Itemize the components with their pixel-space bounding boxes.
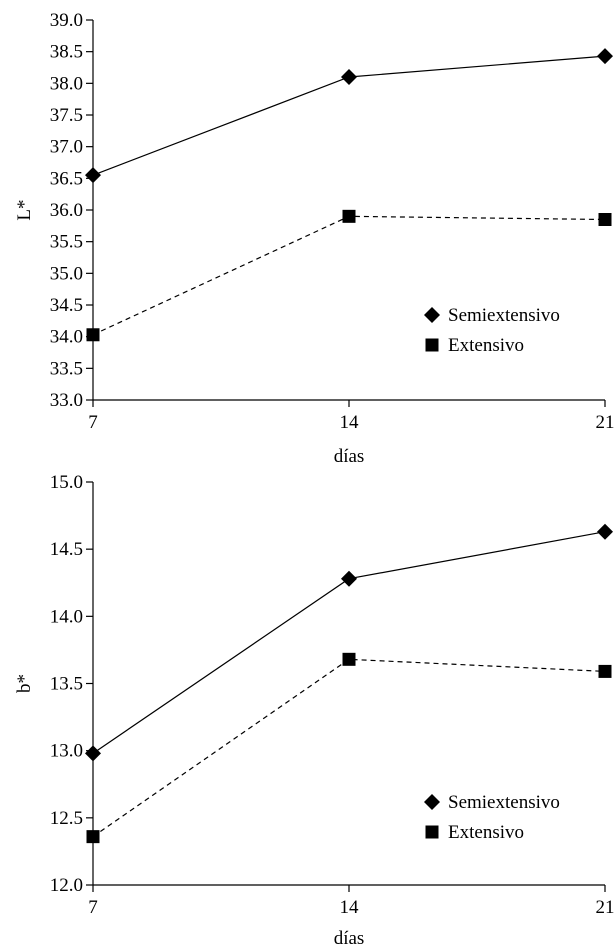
y-tick-label: 36.5 xyxy=(50,168,83,189)
x-tick-label: 14 xyxy=(340,897,360,918)
chart-panel-1: 33.0 33.5 34.0 34.5 35.0 35.5 36.0 36.5 37.0 37.5… xyxy=(14,10,615,467)
data-point-semiextensivo xyxy=(85,745,101,762)
y-tick-label: 38.0 xyxy=(50,73,83,94)
series-line-semiextensivo xyxy=(92,531,606,754)
data-point-extensivo xyxy=(598,213,612,226)
data-point-semiextensivo xyxy=(597,523,613,540)
legend-label: Semiextensivo xyxy=(448,792,560,813)
y-tick-label: 38.5 xyxy=(50,42,83,63)
legend-marker-extensivo xyxy=(425,338,439,352)
legend: Semiextensivo Extensivo xyxy=(424,305,560,356)
y-tick-label: 34.0 xyxy=(50,327,83,348)
y-tick-label: 15.0 xyxy=(50,472,83,493)
y-tick-label: 37.0 xyxy=(50,137,83,158)
data-point-semiextensivo xyxy=(341,570,357,587)
y-tick-label: 33.0 xyxy=(50,390,83,411)
y-tick-label: 35.0 xyxy=(50,263,83,284)
x-tick-label: 14 xyxy=(340,412,360,433)
x-tick-label: 21 xyxy=(596,412,615,433)
x-axis-title: días xyxy=(334,446,365,467)
data-point-semiextensivo xyxy=(85,167,101,184)
legend-label: Semiextensivo xyxy=(448,305,560,326)
x-tick-label: 7 xyxy=(88,412,98,433)
data-point-extensivo xyxy=(342,652,356,666)
y-tick-label: 35.5 xyxy=(50,232,83,253)
legend-label: Extensivo xyxy=(448,822,524,843)
y-axis-title: b* xyxy=(14,674,35,693)
data-point-extensivo xyxy=(86,328,100,342)
legend-marker-semiextensivo xyxy=(424,794,440,810)
y-tick-label: 33.5 xyxy=(50,358,83,379)
y-tick-label: 37.5 xyxy=(50,105,83,126)
legend: Semiextensivo Extensivo xyxy=(424,792,560,843)
y-tick-label: 12.5 xyxy=(50,808,83,829)
legend-marker-semiextensivo xyxy=(424,307,440,323)
series-line-extensivo xyxy=(92,658,606,838)
y-tick-label: 13.5 xyxy=(50,674,83,695)
data-point-extensivo xyxy=(598,664,612,678)
y-tick-label: 13.0 xyxy=(50,741,83,762)
legend-label: Extensivo xyxy=(448,335,524,356)
y-tick-label: 14.0 xyxy=(50,606,83,627)
data-point-semiextensivo xyxy=(597,48,613,65)
y-tick-label: 14.5 xyxy=(50,539,83,560)
y-tick-label: 12.0 xyxy=(50,875,83,896)
legend-marker-extensivo xyxy=(425,825,439,839)
x-tick-label: 21 xyxy=(596,897,615,918)
x-axis-title: días xyxy=(334,928,365,949)
chart-panel-2: 12.0 12.5 13.0 13.5 14.0 14.5 15.0 7 14 21 días b* S… xyxy=(14,472,615,949)
x-tick-label: 7 xyxy=(88,897,98,918)
y-axis-title: L* xyxy=(14,199,35,220)
data-point-semiextensivo xyxy=(341,69,357,85)
data-point-extensivo xyxy=(342,209,356,223)
data-point-extensivo xyxy=(86,830,100,844)
y-tick-label: 39.0 xyxy=(50,10,83,31)
y-tick-label: 36.0 xyxy=(50,200,83,221)
y-tick-label: 34.5 xyxy=(50,295,83,316)
